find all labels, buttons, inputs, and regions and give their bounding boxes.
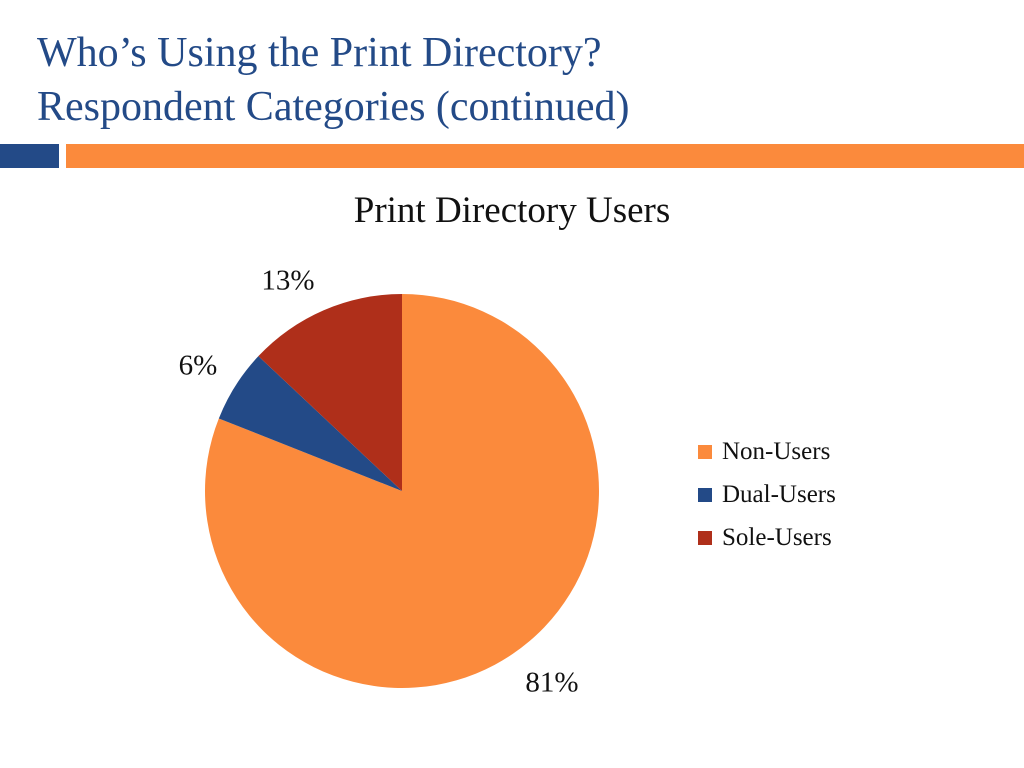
chart-title: Print Directory Users <box>353 190 671 231</box>
legend-swatch <box>698 444 712 459</box>
title-rule-left <box>0 144 59 168</box>
slide-title-line-2: Respondent Categories (continued) <box>37 84 630 130</box>
pie-slice-non-users <box>204 294 599 688</box>
pie-data-labels: 81% 6% 13% <box>179 265 579 699</box>
legend-item-non-users: Non-Users <box>698 430 836 473</box>
chart-legend: Non-Users Dual-Users Sole-Users <box>698 430 836 559</box>
legend-label: Non-Users <box>722 437 831 465</box>
pie-slices <box>204 294 599 688</box>
slide-title: Who’s Using the Print Directory? Respond… <box>37 26 630 134</box>
title-rule-right <box>66 144 1024 168</box>
data-label-non-users: 81% <box>525 667 578 699</box>
data-label-dual-users: 6% <box>179 350 218 382</box>
legend-swatch <box>698 530 712 545</box>
legend-label: Sole-Users <box>722 523 832 551</box>
legend-item-dual-users: Dual-Users <box>698 473 836 516</box>
legend-label: Dual-Users <box>722 480 836 508</box>
legend-swatch <box>698 487 712 502</box>
data-label-sole-users: 13% <box>261 265 314 297</box>
pie-slice-dual-users <box>218 356 402 491</box>
pie-slice-sole-users <box>258 294 402 491</box>
legend-item-sole-users: Sole-Users <box>698 516 836 559</box>
slide-title-line-1: Who’s Using the Print Directory? <box>37 30 602 76</box>
